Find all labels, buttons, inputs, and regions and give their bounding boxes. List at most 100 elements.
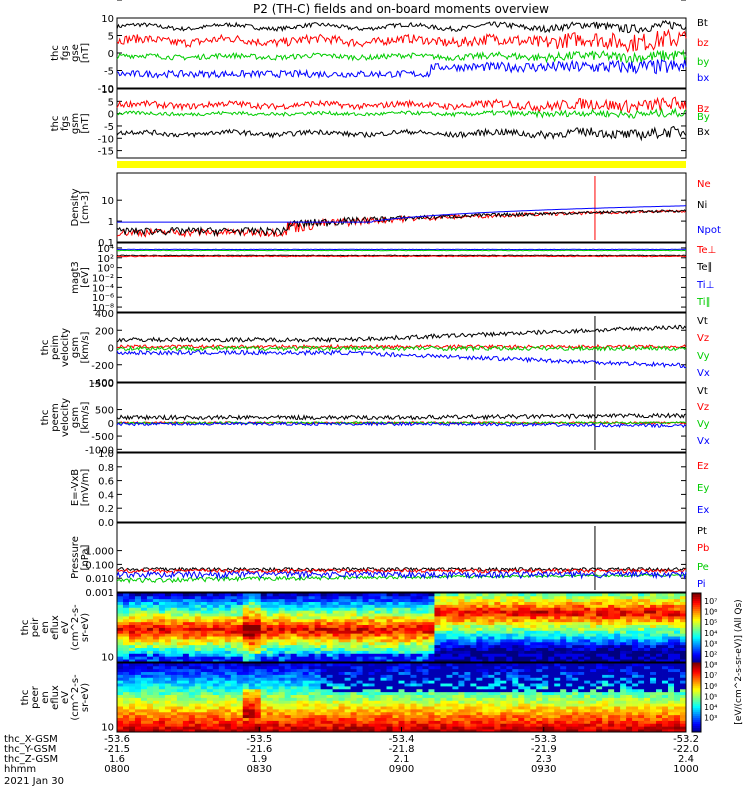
spectrogram-cell — [338, 665, 345, 670]
spectrogram-cell — [404, 633, 411, 637]
spectrogram-cell — [170, 691, 178, 696]
spectrogram-cell — [290, 671, 298, 675]
spectrogram-cell — [344, 729, 351, 733]
spectrogram-cell — [626, 636, 633, 640]
spectrogram-cell — [674, 668, 681, 673]
spectrogram-cell — [308, 656, 316, 660]
spectrogram-cell — [458, 647, 465, 651]
spectrogram-cell — [596, 621, 603, 626]
spectrogram-cell — [320, 671, 328, 675]
spectrogram-cell — [632, 618, 639, 623]
spectrogram-cell — [320, 613, 328, 617]
spectrogram-cell — [362, 644, 369, 649]
spectrogram-cell — [368, 717, 375, 721]
spectrogram-cell — [164, 595, 172, 600]
spectrogram-cell — [152, 674, 160, 678]
spectrogram-cell — [332, 688, 340, 693]
spectrogram-cell — [182, 700, 190, 704]
spectrogram-cell — [518, 593, 525, 597]
spectrogram-cell — [620, 630, 627, 634]
spectrogram-cell — [326, 613, 334, 617]
spectrogram-cell — [386, 720, 393, 724]
spectrogram-cell — [380, 714, 387, 719]
spectrogram-cell — [584, 610, 591, 614]
spectrogram-cell — [212, 665, 220, 670]
panel-ylabel: [cm-3] — [80, 191, 91, 224]
spectrogram-cell — [230, 700, 238, 704]
spectrogram-cell — [140, 650, 148, 654]
spectrogram-cell — [416, 677, 423, 681]
spectrogram-cell — [314, 598, 322, 603]
spectrogram-cell — [224, 714, 232, 719]
spectrogram-cell — [584, 706, 591, 710]
spectrogram-cell — [584, 604, 591, 608]
spectrogram-cell — [602, 659, 609, 663]
spectrogram-cell — [218, 659, 226, 663]
spectrogram-cell — [530, 595, 537, 600]
spectrogram-cell — [662, 703, 669, 707]
spectrogram-cell — [638, 595, 645, 600]
spectrogram-cell — [566, 607, 573, 611]
spectrogram-cell — [560, 665, 567, 670]
spectrogram-cell — [278, 694, 286, 698]
spectrogram-cell — [332, 647, 340, 651]
spectrogram-cell — [452, 636, 459, 640]
spectrogram-cell — [590, 598, 597, 603]
spectrogram-cell — [566, 593, 573, 597]
spectrogram-cell — [152, 706, 160, 710]
spectrogram-cell — [200, 671, 208, 675]
spectrogram-cell — [284, 647, 292, 651]
spectrogram-cell — [632, 601, 639, 605]
spectrogram-cell — [117, 711, 124, 716]
spectrogram-cell — [164, 621, 172, 626]
spectrogram-cell — [158, 650, 166, 654]
spectrogram-cell — [176, 616, 184, 620]
spectrogram-cell — [500, 613, 507, 617]
spectrogram-cell — [134, 639, 142, 643]
spectrogram-cell — [602, 593, 609, 597]
spectrogram-cell — [536, 717, 543, 721]
spectrogram-cell — [350, 641, 357, 646]
spectrogram-cell — [458, 630, 465, 634]
spectrogram-cell — [230, 697, 238, 701]
spectrogram-cell — [338, 630, 345, 634]
spectrogram-cell — [128, 627, 136, 631]
spectrogram-cell — [380, 717, 387, 721]
spectrogram-cell — [398, 593, 405, 597]
spectrogram-cell — [512, 726, 519, 730]
spectrogram-cell — [590, 703, 597, 707]
spectrogram-cell — [476, 688, 483, 693]
spectrogram-cell — [530, 686, 537, 690]
spectrogram-cell — [518, 627, 525, 631]
spectrogram-cell — [662, 621, 669, 626]
spectrogram-cell — [476, 633, 483, 637]
spectrogram-cell — [392, 717, 399, 721]
spectrogram-cell — [500, 711, 507, 716]
spectrogram-cell — [536, 624, 543, 628]
spectrogram-cell — [290, 653, 298, 657]
spectrogram-cell — [428, 723, 435, 727]
spectrogram-cell — [140, 688, 148, 693]
spectrogram-cell — [278, 593, 286, 597]
spectrogram-cell — [530, 607, 537, 611]
spectrogram-cell — [230, 607, 238, 611]
spectrogram-cell — [614, 694, 621, 698]
spectrogram-cell — [524, 636, 531, 640]
spectrogram-cell — [332, 630, 340, 634]
spectrogram-cell — [266, 659, 274, 663]
spectrogram-cell — [488, 663, 495, 667]
spectrogram-cell — [206, 703, 214, 707]
spectrogram-cell — [278, 653, 286, 657]
spectrogram-cell — [608, 598, 615, 603]
spectrogram-cell — [548, 598, 555, 603]
spectrogram-cell — [200, 663, 208, 667]
spectrogram-cell — [656, 630, 663, 634]
spectrogram-cell — [146, 671, 154, 675]
spectrogram-cell — [494, 630, 501, 634]
colorbar-cell — [692, 600, 701, 604]
spectrogram-cell — [128, 688, 136, 693]
spectrogram-cell — [608, 688, 615, 693]
spectrogram-cell — [626, 729, 633, 733]
spectrogram-cell — [638, 621, 645, 626]
spectrogram-cell — [248, 663, 256, 667]
